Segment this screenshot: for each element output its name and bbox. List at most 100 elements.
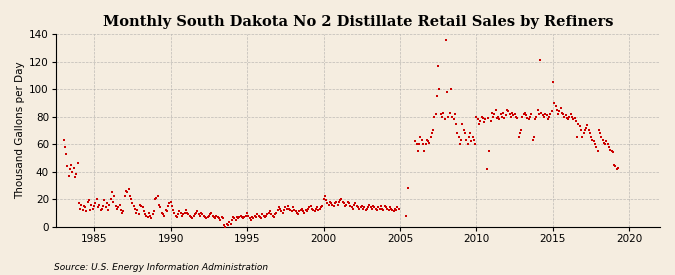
- Point: [394, 207, 404, 211]
- Point: [487, 114, 498, 119]
- Point: [178, 212, 189, 216]
- Point: [159, 213, 169, 218]
- Point: [215, 218, 225, 222]
- Point: [474, 121, 485, 126]
- Point: [453, 135, 464, 139]
- Point: [467, 135, 478, 139]
- Point: [134, 212, 144, 216]
- Point: [262, 212, 273, 216]
- Point: [603, 145, 614, 149]
- Point: [254, 215, 265, 219]
- Point: [257, 212, 268, 216]
- Point: [122, 190, 133, 194]
- Point: [235, 213, 246, 218]
- Point: [462, 142, 473, 146]
- Point: [164, 201, 175, 205]
- Point: [416, 138, 427, 142]
- Point: [246, 218, 256, 222]
- Point: [412, 149, 423, 153]
- Point: [313, 208, 324, 212]
- Point: [411, 142, 422, 146]
- Point: [491, 116, 502, 120]
- Point: [256, 216, 267, 221]
- Point: [273, 205, 284, 210]
- Point: [239, 215, 250, 219]
- Point: [286, 209, 297, 214]
- Point: [147, 212, 158, 216]
- Point: [431, 94, 442, 98]
- Point: [466, 139, 477, 144]
- Point: [261, 213, 271, 218]
- Point: [559, 114, 570, 119]
- Point: [533, 112, 544, 116]
- Point: [457, 121, 468, 126]
- Text: Source: U.S. Energy Information Administration: Source: U.S. Energy Information Administ…: [54, 263, 268, 272]
- Point: [566, 112, 576, 116]
- Point: [90, 201, 101, 205]
- Point: [279, 208, 290, 212]
- Point: [300, 208, 311, 212]
- Point: [475, 119, 486, 123]
- Point: [131, 211, 142, 215]
- Point: [461, 138, 472, 142]
- Point: [402, 186, 413, 190]
- Point: [171, 215, 182, 219]
- Point: [70, 175, 80, 179]
- Point: [371, 207, 381, 211]
- Point: [303, 207, 314, 211]
- Point: [63, 174, 74, 178]
- Point: [595, 131, 605, 135]
- Point: [109, 194, 120, 199]
- Point: [136, 204, 146, 208]
- Point: [148, 209, 159, 214]
- Point: [499, 116, 510, 120]
- Point: [526, 112, 537, 116]
- Point: [364, 202, 375, 207]
- Point: [593, 128, 604, 133]
- Point: [280, 205, 291, 210]
- Point: [127, 201, 138, 205]
- Point: [351, 204, 362, 208]
- Point: [168, 208, 179, 212]
- Point: [345, 204, 356, 208]
- Point: [498, 110, 509, 115]
- Point: [373, 205, 383, 210]
- Point: [265, 209, 275, 214]
- Point: [443, 114, 454, 119]
- Point: [318, 197, 329, 201]
- Point: [500, 113, 511, 117]
- Point: [107, 190, 117, 194]
- Point: [227, 215, 238, 219]
- Point: [481, 167, 492, 171]
- Point: [382, 207, 393, 211]
- Point: [121, 189, 132, 193]
- Point: [321, 198, 331, 203]
- Point: [308, 208, 319, 212]
- Point: [375, 204, 386, 208]
- Point: [88, 207, 99, 211]
- Point: [134, 202, 145, 207]
- Point: [507, 110, 518, 115]
- Point: [100, 205, 111, 210]
- Point: [146, 216, 157, 221]
- Point: [165, 200, 176, 204]
- Point: [458, 128, 469, 133]
- Point: [58, 138, 69, 142]
- Point: [92, 205, 103, 210]
- Point: [323, 202, 334, 207]
- Point: [154, 202, 165, 207]
- Point: [196, 211, 207, 215]
- Point: [471, 114, 482, 119]
- Point: [108, 200, 119, 204]
- Point: [276, 209, 287, 214]
- Point: [587, 138, 598, 142]
- Point: [332, 202, 343, 207]
- Point: [123, 187, 134, 192]
- Point: [319, 194, 330, 199]
- Point: [206, 211, 217, 215]
- Point: [153, 194, 163, 199]
- Point: [441, 38, 452, 42]
- Point: [510, 114, 521, 119]
- Point: [75, 207, 86, 211]
- Point: [281, 207, 292, 211]
